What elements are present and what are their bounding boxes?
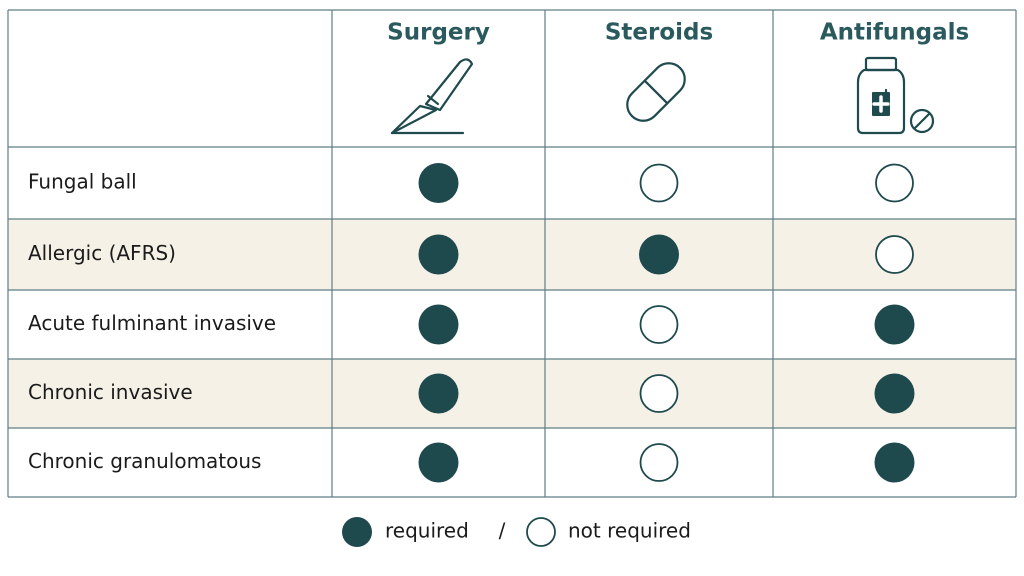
not-required-dot xyxy=(639,305,679,344)
not-required-dot xyxy=(875,163,914,203)
row-label: Chronic granulomatous xyxy=(28,449,261,473)
required-dot xyxy=(418,234,459,275)
not-required-dot xyxy=(639,443,679,482)
pill-icon xyxy=(626,62,686,122)
required-dot xyxy=(418,304,459,345)
row-shade xyxy=(8,219,1016,290)
not-required-dot xyxy=(875,235,914,274)
scalpel-icon xyxy=(390,58,474,135)
legend-not-required: not required xyxy=(568,519,691,543)
grid xyxy=(7,9,1017,498)
required-dot xyxy=(418,373,459,414)
legend-separator: / xyxy=(499,519,506,543)
not-required-dot xyxy=(639,374,679,413)
row-label: Allergic (AFRS) xyxy=(28,241,176,265)
required-dot xyxy=(874,442,915,483)
required-dot xyxy=(874,373,915,414)
column-header: Antifungals xyxy=(820,20,969,46)
row-backgrounds xyxy=(8,219,1016,428)
required-dot xyxy=(418,163,459,203)
row-label: Chronic invasive xyxy=(28,380,193,404)
not-required-dot xyxy=(639,163,679,203)
column-header: Surgery xyxy=(387,20,490,46)
bottle-icon xyxy=(856,56,935,135)
required-dot xyxy=(874,304,915,345)
legend-required: required xyxy=(385,519,469,543)
row-label: Acute fulminant invasive xyxy=(28,311,276,335)
required-dot xyxy=(418,442,459,483)
row-shade xyxy=(8,359,1016,428)
required-dot xyxy=(639,234,679,275)
column-header: Steroids xyxy=(605,20,713,46)
row-label: Fungal ball xyxy=(28,170,137,194)
legend-not-required-swatch xyxy=(526,517,556,547)
legend-required-swatch xyxy=(342,517,372,547)
